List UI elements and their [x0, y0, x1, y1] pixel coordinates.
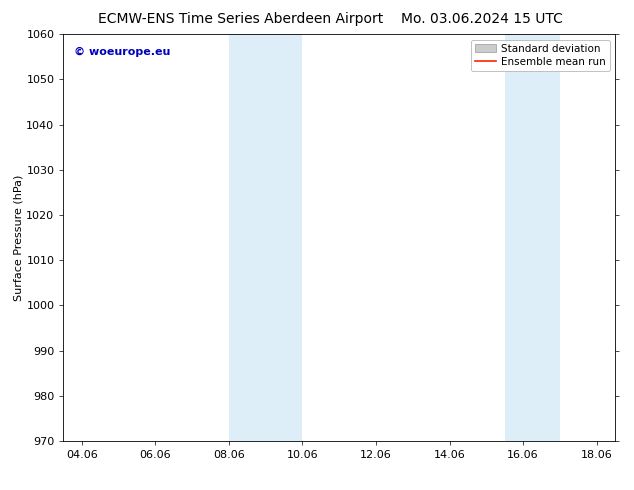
Bar	[229, 34, 302, 441]
Y-axis label: Surface Pressure (hPa): Surface Pressure (hPa)	[13, 174, 23, 301]
Text: ECMW-ENS Time Series Aberdeen Airport: ECMW-ENS Time Series Aberdeen Airport	[98, 12, 384, 26]
Text: © woeurope.eu: © woeurope.eu	[74, 47, 171, 56]
Legend: Standard deviation, Ensemble mean run: Standard deviation, Ensemble mean run	[470, 40, 610, 71]
Bar	[505, 34, 560, 441]
Text: Mo. 03.06.2024 15 UTC: Mo. 03.06.2024 15 UTC	[401, 12, 563, 26]
